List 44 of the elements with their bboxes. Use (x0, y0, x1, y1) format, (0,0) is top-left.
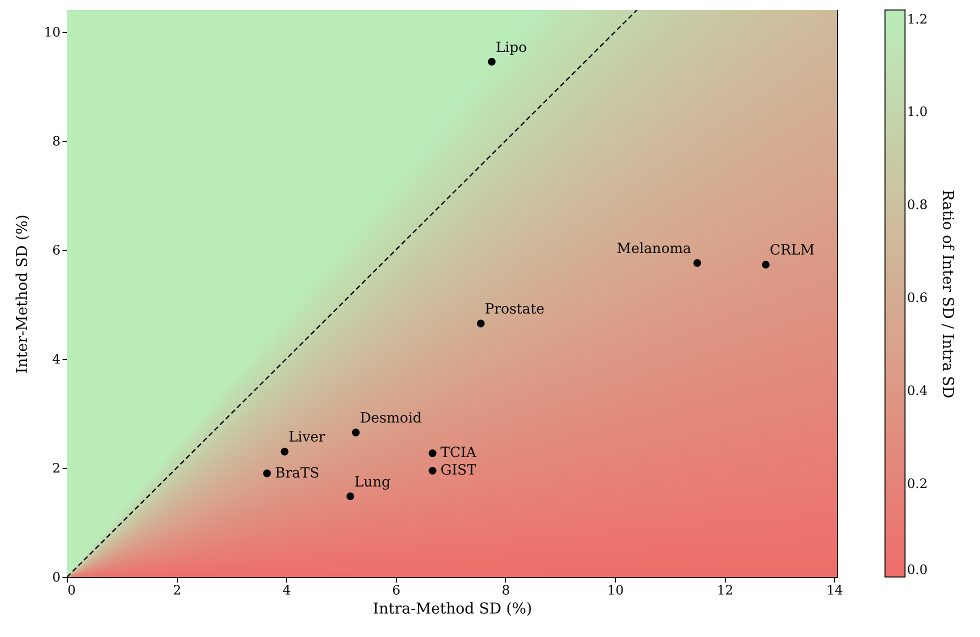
data-label: Liver (288, 430, 326, 446)
y-tick-label: 8 (52, 134, 60, 150)
x-tick-label: 10 (607, 584, 624, 598)
y-tick-label: 10 (44, 25, 60, 40)
x-tick-label: 4 (282, 584, 291, 598)
x-tick-label: 0 (68, 584, 76, 598)
x-tick-label: 8 (502, 584, 510, 598)
data-label: BraTS (275, 465, 320, 482)
x-tick-label: 14 (826, 584, 844, 598)
color-bar-label: 0.0 (907, 563, 928, 578)
data-label: Melanoma (616, 240, 692, 257)
data-label: GIST (440, 462, 477, 479)
color-bar-label: 0.8 (907, 198, 928, 214)
data-label: TCIA (440, 445, 478, 462)
point (263, 470, 271, 478)
data-label: Lipo (496, 40, 527, 56)
color-bar-label: 0.2 (907, 477, 928, 492)
color-bar-label: 1.2 (907, 12, 928, 28)
y-tick-label: 0 (52, 570, 60, 586)
y-tick-label: 4 (52, 352, 60, 368)
x-tick-label: 12 (716, 584, 734, 598)
point (352, 428, 360, 436)
data-label: Prostate (484, 301, 544, 318)
point (428, 449, 436, 458)
point (428, 466, 436, 475)
color-bar-label: 0.6 (907, 291, 928, 306)
data-label: CRLM (770, 242, 815, 259)
color-bar-label: 0.4 (907, 384, 928, 400)
x-axis-title: Intra-Method SD (%) (372, 600, 532, 618)
y-tick-label: 2 (52, 461, 60, 476)
color-bar-label: 1.0 (907, 105, 928, 120)
point (488, 58, 496, 66)
data-label: Lung (354, 474, 391, 490)
x-tick-label: 2 (172, 584, 182, 598)
y-tick-label: 6 (52, 243, 60, 258)
point (280, 448, 288, 456)
data-label: Desmoid (360, 410, 422, 427)
point (693, 259, 702, 267)
color-bar-title: Ratio of Inter SD / Intra SD (939, 190, 957, 398)
point (476, 320, 485, 328)
point (762, 260, 770, 268)
point (346, 492, 354, 500)
y-axis-title: Inter-Method SD (%) (12, 214, 31, 374)
x-tick-label: 6 (392, 584, 400, 598)
